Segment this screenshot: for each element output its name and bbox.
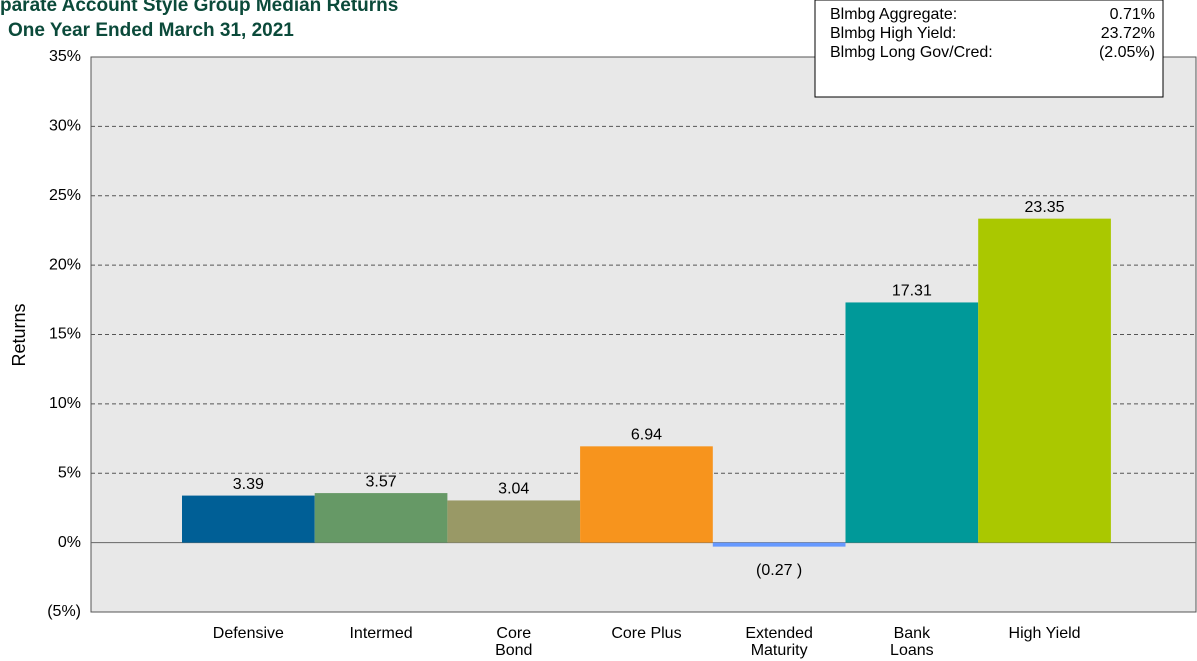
x-tick-label: Core Plus bbox=[611, 625, 681, 642]
bar bbox=[978, 218, 1111, 543]
benchmark-name: Blmbg Long Gov/Cred: bbox=[830, 44, 993, 61]
data-label: 3.04 bbox=[498, 481, 529, 498]
data-label: 3.39 bbox=[233, 476, 264, 493]
y-tick-label: (5%) bbox=[47, 603, 81, 620]
benchmark-value: 23.72% bbox=[1101, 25, 1155, 42]
chart-subtitle: One Year Ended March 31, 2021 bbox=[8, 20, 294, 41]
bar bbox=[712, 542, 846, 547]
bar bbox=[182, 495, 315, 543]
data-label: 17.31 bbox=[892, 283, 932, 300]
benchmark-name: Blmbg High Yield: bbox=[830, 25, 956, 42]
data-label: 3.57 bbox=[365, 473, 396, 490]
x-tick-label: Intermed bbox=[349, 625, 412, 642]
x-tick-label: Defensive bbox=[213, 625, 284, 642]
y-tick-label: 10% bbox=[49, 395, 81, 412]
data-label: 23.35 bbox=[1025, 199, 1065, 216]
y-tick-label: 25% bbox=[49, 187, 81, 204]
data-label: (0.27 ) bbox=[756, 562, 802, 579]
bar bbox=[447, 500, 581, 543]
y-axis-label: Returns bbox=[9, 303, 29, 366]
benchmark-name: Blmbg Aggregate: bbox=[830, 6, 957, 23]
x-tick-label: High Yield bbox=[1009, 625, 1081, 642]
y-tick-label: 35% bbox=[49, 48, 81, 65]
bar bbox=[314, 493, 448, 543]
x-tick-label: Bank Loans bbox=[890, 625, 934, 659]
benchmark-value: (2.05%) bbox=[1099, 44, 1155, 61]
y-tick-label: 15% bbox=[49, 326, 81, 343]
y-tick-label: 5% bbox=[58, 464, 81, 481]
benchmark-box bbox=[814, 0, 1164, 98]
y-tick-label: 20% bbox=[49, 256, 81, 273]
x-tick-label: Extended Maturity bbox=[745, 625, 813, 659]
y-tick-label: 0% bbox=[58, 534, 81, 551]
benchmark-value: 0.71% bbox=[1110, 6, 1155, 23]
chart-title: parate Account Style Group Median Return… bbox=[0, 0, 398, 16]
y-tick-label: 30% bbox=[49, 118, 81, 135]
bar bbox=[580, 446, 713, 543]
data-label: 6.94 bbox=[631, 427, 662, 444]
x-tick-label: Core Bond bbox=[495, 625, 532, 659]
bar bbox=[845, 302, 979, 543]
